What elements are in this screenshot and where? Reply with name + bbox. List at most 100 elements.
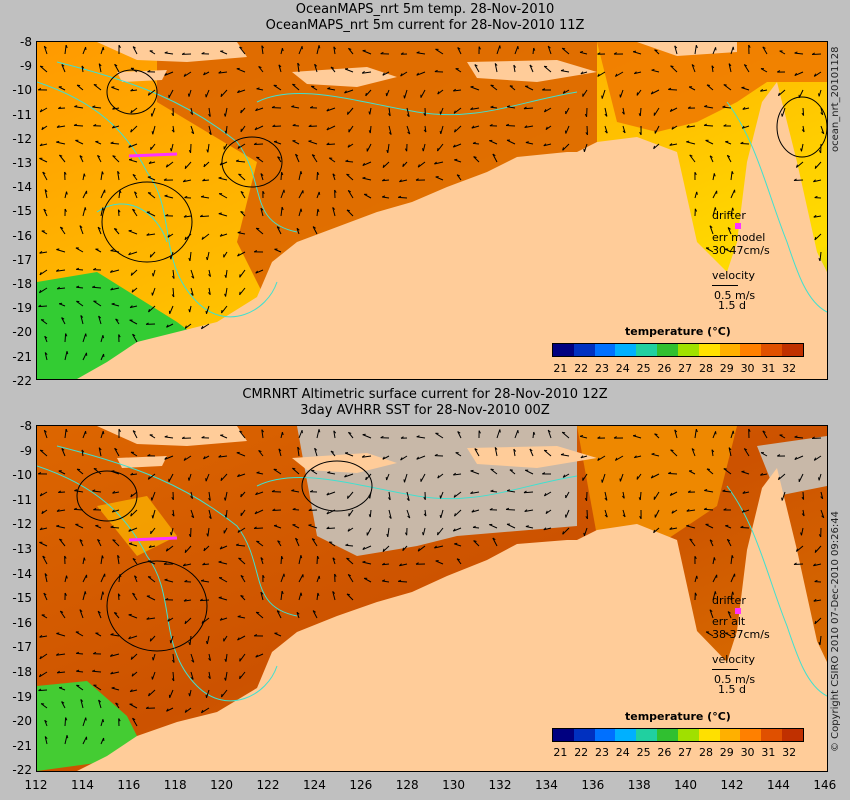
current-arrow xyxy=(760,473,768,476)
current-arrowhead xyxy=(454,513,456,517)
current-arrowhead xyxy=(75,267,80,270)
current-arrow xyxy=(730,573,736,583)
current-arrowhead xyxy=(191,659,195,663)
current-arrow xyxy=(298,574,304,583)
bottom-side-label: © Copyright CSIRO 2010 07-Dec-2010 09:26… xyxy=(830,511,841,752)
current-arrowhead xyxy=(689,154,693,157)
current-arrowhead xyxy=(260,557,264,560)
current-arrow xyxy=(604,509,608,518)
current-arrowhead xyxy=(224,677,227,681)
colorbar-swatch xyxy=(573,344,595,356)
current-arrow xyxy=(362,50,372,55)
current-arrowhead xyxy=(818,258,821,262)
current-arrow xyxy=(712,47,717,55)
current-arrowhead xyxy=(297,446,300,450)
current-arrow xyxy=(529,448,534,457)
current-arrow xyxy=(453,527,462,532)
current-arrow xyxy=(387,527,390,537)
current-arrow xyxy=(348,431,354,439)
current-arrowhead xyxy=(83,557,86,561)
current-arrowhead xyxy=(388,132,392,135)
current-arrowhead xyxy=(191,275,195,279)
current-arrowhead xyxy=(762,46,766,49)
current-arrow xyxy=(221,689,228,698)
current-arrow xyxy=(601,473,606,483)
current-arrow xyxy=(218,577,228,583)
current-arrow xyxy=(190,491,194,499)
current-arrowhead xyxy=(492,153,496,157)
current-arrowhead xyxy=(191,131,195,135)
current-arrow xyxy=(316,208,319,217)
current-arrow xyxy=(56,633,66,637)
current-arrowhead xyxy=(597,73,600,77)
current-arrow xyxy=(311,538,318,547)
current-arrowhead xyxy=(560,69,565,72)
colorbar-swatch xyxy=(782,344,803,356)
current-arrowhead xyxy=(80,315,84,318)
current-arrowhead xyxy=(583,148,585,152)
current-arrowhead xyxy=(543,527,547,531)
current-arrowhead xyxy=(404,148,408,152)
top-y-tick: -20 xyxy=(12,325,32,340)
current-arrow xyxy=(424,509,427,517)
current-arrow xyxy=(151,671,156,680)
current-arrow xyxy=(237,527,246,533)
colorbar-tick: 25 xyxy=(636,746,651,759)
current-arrow xyxy=(694,191,698,199)
current-arrow xyxy=(470,107,480,110)
current-arrow xyxy=(694,429,697,439)
current-arrow xyxy=(100,719,104,727)
current-arrowhead xyxy=(452,472,457,476)
current-arrow xyxy=(151,287,156,296)
current-arrowhead xyxy=(188,309,191,313)
current-arrow xyxy=(272,125,282,127)
current-arrow xyxy=(326,125,336,131)
current-arrowhead xyxy=(65,333,68,337)
island-timor xyxy=(292,453,397,473)
current-arrow xyxy=(742,107,750,110)
current-arrowhead xyxy=(362,162,366,166)
current-arrow xyxy=(190,269,195,279)
current-arrow xyxy=(471,125,480,129)
current-arrow xyxy=(76,652,84,655)
current-arrowhead xyxy=(235,159,240,162)
current-arrowhead xyxy=(801,112,805,116)
current-arrow xyxy=(132,208,138,217)
current-arrowhead xyxy=(56,524,60,527)
current-arrowhead xyxy=(92,669,96,672)
current-arrowhead xyxy=(111,509,115,513)
current-arrow xyxy=(240,491,246,498)
current-arrowhead xyxy=(793,178,797,181)
current-arrow xyxy=(147,192,156,199)
current-arrow xyxy=(203,161,210,168)
current-arrow xyxy=(93,468,102,475)
current-arrow xyxy=(818,89,822,97)
current-arrowhead xyxy=(686,524,690,527)
current-arrow xyxy=(362,71,372,74)
current-arrow xyxy=(506,523,516,529)
current-arrow xyxy=(514,46,519,55)
current-arrowhead xyxy=(200,709,204,714)
current-arrowhead xyxy=(654,433,658,436)
current-arrow xyxy=(221,305,228,314)
current-arrowhead xyxy=(523,490,527,494)
current-arrow xyxy=(346,593,354,601)
current-arrow xyxy=(56,269,66,272)
current-arrow xyxy=(64,429,67,439)
current-arrow xyxy=(202,563,210,566)
current-arrowhead xyxy=(237,253,240,257)
x-tick: 118 xyxy=(163,778,187,792)
current-arrow xyxy=(597,455,606,461)
current-arrow xyxy=(653,491,660,500)
current-arrow xyxy=(802,107,805,116)
current-arrowhead xyxy=(132,208,136,212)
current-arrow xyxy=(206,689,210,698)
current-arrow xyxy=(348,509,354,517)
current-arrowhead xyxy=(639,516,642,520)
australia-land xyxy=(77,82,827,379)
current-arrow xyxy=(743,64,750,73)
current-arrow xyxy=(239,671,246,680)
current-arrow xyxy=(44,720,48,727)
current-arrow xyxy=(208,491,211,501)
current-arrowhead xyxy=(800,148,802,152)
